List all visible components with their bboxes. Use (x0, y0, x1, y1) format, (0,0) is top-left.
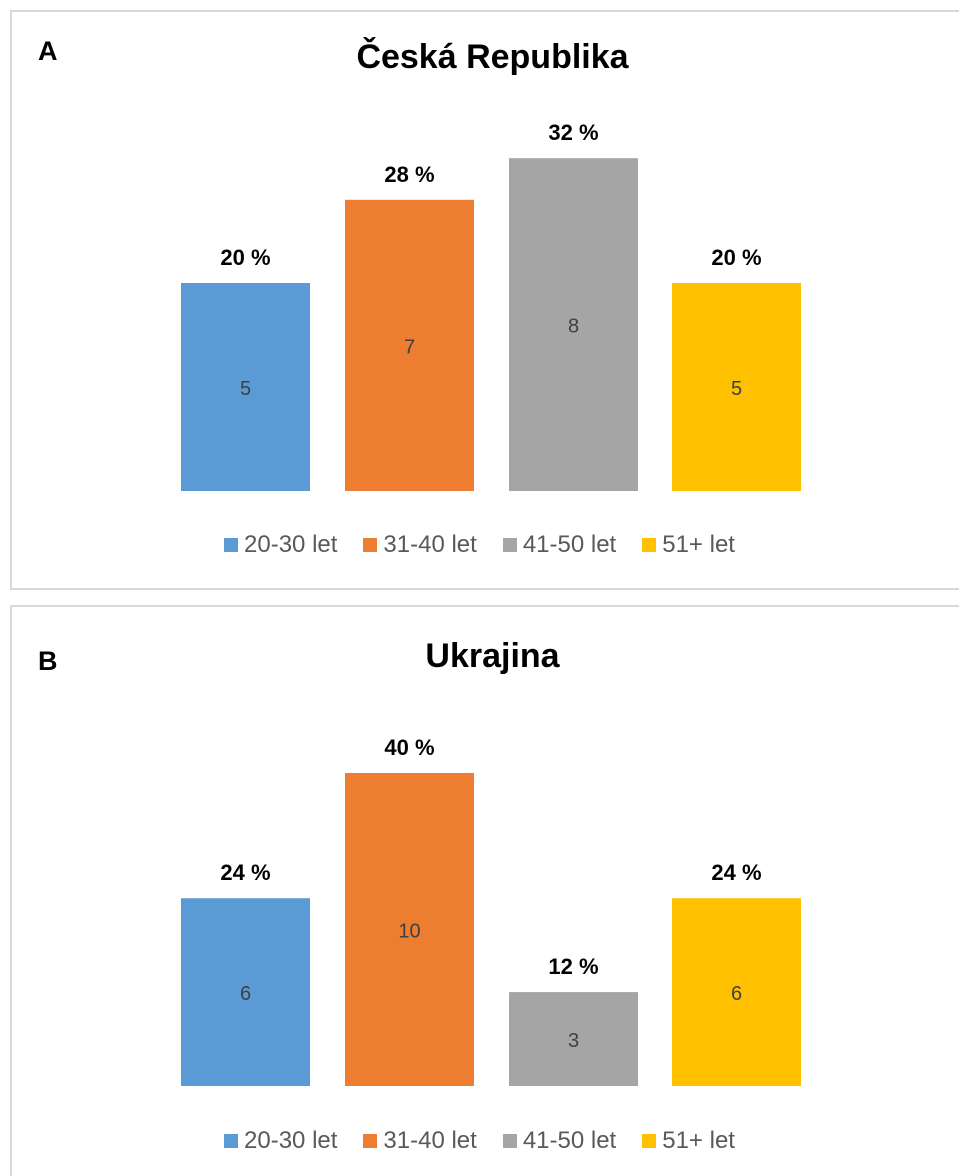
legend-item: 31-40 let (363, 1127, 477, 1155)
legend-item: 41-50 let (502, 531, 617, 559)
legend-swatch (224, 1134, 239, 1148)
bar-percent-label: 24 % (711, 860, 761, 885)
legend-item: 51+ let (642, 531, 735, 559)
legend-label: 20-30 let (244, 1127, 338, 1154)
legend-label: 41-50 let (522, 531, 617, 558)
legend-item: 41-50 let (502, 1127, 617, 1155)
panel-label-a: A (38, 36, 58, 66)
legend-label: 51+ let (662, 531, 735, 558)
chart-title-b: Ukrajina (425, 637, 560, 675)
legend-item: 20-30 let (224, 1127, 337, 1155)
chart-title-a: Česká Republika (356, 38, 629, 76)
bar-value-label: 8 (568, 316, 579, 338)
legend-swatch (502, 538, 517, 552)
legend-label: 41-50 let (522, 1127, 617, 1154)
bar-value-label: 6 (731, 983, 742, 1005)
legend-item: 51+ let (642, 1127, 735, 1155)
legend-swatch (363, 1134, 378, 1148)
panel-label-b: B (38, 646, 58, 676)
legend-item: 20-30 let (224, 531, 337, 559)
legend-swatch (502, 1134, 517, 1148)
bar-41-50-let (509, 158, 638, 491)
bar-31-40-let (345, 773, 474, 1086)
bar-value-label: 6 (240, 983, 251, 1005)
bar-value-label: 5 (731, 378, 742, 400)
bar-20-30-let (181, 898, 310, 1086)
legend-b: 20-30 let 31-40 let 41-50 let 51+ let (0, 1127, 959, 1155)
legend-label: 31-40 let (383, 531, 477, 558)
bar-51-let (672, 283, 801, 491)
bar-percent-label: 28 % (384, 162, 434, 187)
bar-percent-label: 12 % (548, 954, 598, 979)
bar-41-50-let (509, 992, 638, 1086)
bar-percent-label: 40 % (384, 735, 434, 760)
legend-swatch (224, 538, 239, 552)
bar-value-label: 3 (568, 1030, 579, 1052)
bar-percent-label: 20 % (711, 245, 761, 270)
bar-51-let (672, 898, 801, 1086)
bar-20-30-let (181, 283, 310, 491)
legend-label: 31-40 let (383, 1127, 477, 1154)
legend-swatch (642, 538, 657, 552)
legend-item: 31-40 let (363, 531, 477, 559)
legend-swatch (642, 1134, 657, 1148)
bar-chart-a: 5 20 % 7 28 % 8 32 % 5 20 % (181, 120, 801, 492)
bar-31-40-let (345, 199, 474, 492)
legend-label: 20-30 let (244, 531, 338, 558)
bar-percent-label: 24 % (220, 860, 270, 885)
bar-percent-label: 32 % (548, 120, 598, 145)
legend-label: 51+ let (662, 1127, 735, 1154)
bar-value-label: 10 (398, 921, 420, 943)
bar-value-label: 7 (404, 336, 415, 358)
legend-a: 20-30 let 31-40 let 41-50 let 51+ let (0, 531, 959, 559)
bar-value-label: 5 (240, 378, 251, 400)
legend-swatch (363, 538, 378, 552)
bar-percent-label: 20 % (220, 245, 270, 270)
